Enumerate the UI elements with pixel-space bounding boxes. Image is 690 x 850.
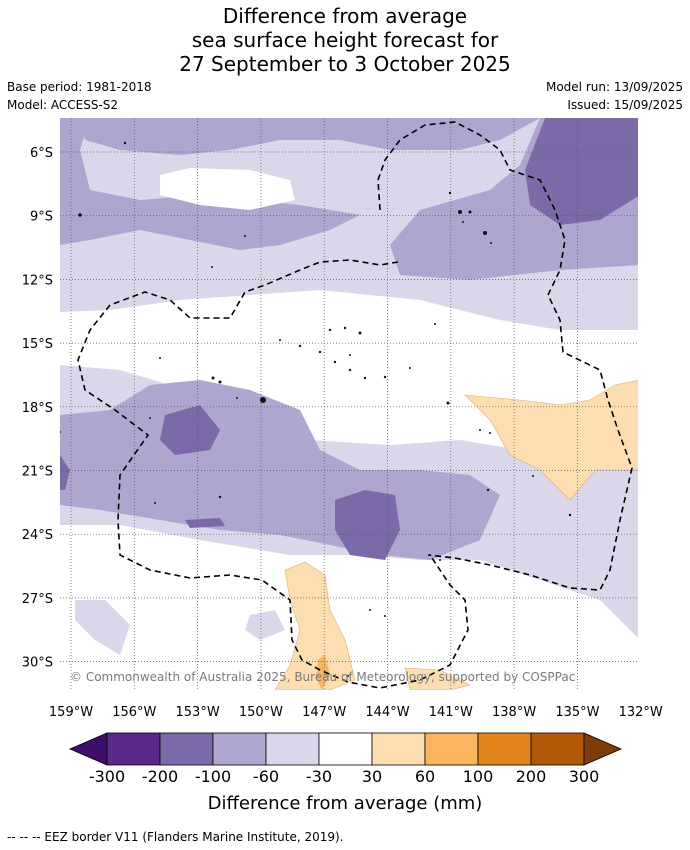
- lon-tick-label: 135°W: [555, 705, 599, 720]
- lon-tick-label: 156°W: [112, 705, 156, 720]
- longitude-labels: 159°W 156°W 153°W 150°W 147°W 144°W 141°W 138°W…: [49, 705, 663, 720]
- lon-tick-label: 153°W: [176, 705, 220, 720]
- colorbar-extend-low: [68, 732, 108, 766]
- lon-tick-label: 150°W: [239, 705, 283, 720]
- meta-right: Model run: 13/09/2025 Issued: 15/09/2025: [546, 78, 683, 114]
- islands: [60, 141, 572, 677]
- colorbar-tick-label: -200: [142, 767, 178, 786]
- colorbar-swatch: [318, 732, 373, 766]
- colorbar-tick-label: -100: [195, 767, 231, 786]
- meta-left: Base period: 1981-2018 Model: ACCESS-S2: [7, 78, 152, 114]
- lat-tick-label: 21°S: [22, 465, 53, 480]
- colorbar-tick-label: 300: [569, 767, 600, 786]
- zone-pos-30-60-south: [274, 561, 356, 690]
- colorbar-tick-label: 60: [415, 767, 435, 786]
- model-name: Model: ACCESS-S2: [7, 98, 119, 112]
- colorbar-tick-label: -60: [253, 767, 279, 786]
- zone-neg-100-200-sliver: [185, 518, 225, 528]
- lat-tick-label: 15°S: [22, 337, 53, 352]
- colorbar-swatch: [212, 732, 267, 766]
- zone-neg-100-200-patch-central: [335, 490, 400, 560]
- latitude-labels: 6°S 9°S 12°S 15°S 18°S 21°S 24°S 27°S 30°S: [22, 146, 53, 671]
- gridlines: [60, 118, 638, 690]
- lon-tick-label: 141°W: [429, 705, 473, 720]
- title-line-2: sea surface height forecast for: [191, 28, 499, 52]
- issued-date: Issued: 15/09/2025: [567, 98, 683, 112]
- lat-tick-label: 18°S: [22, 401, 53, 416]
- zone-neg-60-100-top: [80, 118, 540, 155]
- colorbar-tick-label: 30: [362, 767, 382, 786]
- title-line-1: Difference from average: [222, 4, 468, 28]
- base-period: Base period: 1981-2018: [7, 80, 152, 94]
- colorbar-swatch: [159, 732, 214, 766]
- colorbar-tick-label: 200: [516, 767, 547, 786]
- lat-tick-label: 6°S: [30, 146, 53, 161]
- zone-pos-30-60-southeast: [404, 667, 471, 690]
- colorbar-tick-label: -30: [306, 767, 332, 786]
- footer-note: -- -- -- EEZ border V11 (Flanders Marine…: [7, 830, 344, 844]
- lon-tick-label: 159°W: [49, 705, 93, 720]
- zone-neg-30-60-small: [245, 610, 285, 640]
- colorbar-title: Difference from average (mm): [208, 793, 483, 814]
- colorbar-swatch: [371, 732, 426, 766]
- zone-neg-100-200-northeast: [525, 118, 638, 225]
- copyright-text: © Commonwealth of Australia 2025, Bureau…: [70, 670, 575, 684]
- colorbar-labels: -300 -200 -100 -60 -30 30 60 100 200 300: [89, 767, 599, 786]
- colorbar-swatch: [265, 732, 320, 766]
- colorbar-swatch: [530, 732, 585, 766]
- lat-tick-label: 9°S: [30, 210, 53, 225]
- lon-tick-label: 132°W: [619, 705, 663, 720]
- lat-tick-label: 27°S: [22, 592, 53, 607]
- anomaly-field: [60, 118, 638, 690]
- zone-pos-30-60-east: [464, 380, 638, 501]
- colorbar: [68, 732, 623, 766]
- colorbar-swatch: [477, 732, 532, 766]
- colorbar-tick-label: 100: [463, 767, 494, 786]
- colorbar-tick-label: -300: [89, 767, 125, 786]
- zone-neg-60-100-northwest: [60, 118, 360, 250]
- lat-tick-label: 24°S: [22, 528, 53, 543]
- colorbar-swatch: [424, 732, 479, 766]
- lat-tick-label: 12°S: [22, 273, 53, 288]
- zone-neg-100-200-edge: [60, 455, 70, 490]
- lon-tick-label: 138°W: [492, 705, 536, 720]
- zone-neg-30-60-southwest: [75, 600, 130, 655]
- title-line-3: 27 September to 3 October 2025: [179, 52, 511, 76]
- lon-tick-label: 144°W: [365, 705, 409, 720]
- lat-tick-label: 30°S: [22, 656, 53, 671]
- colorbar-swatch: [106, 732, 161, 766]
- chart-title: Difference from average sea surface heig…: [0, 4, 690, 76]
- zone-neg-60-100-northeast: [60, 118, 638, 280]
- colorbar-extend-high: [583, 732, 623, 766]
- lon-tick-label: 147°W: [302, 705, 346, 720]
- model-run: Model run: 13/09/2025: [545, 80, 683, 94]
- zone-neg-100-200-patch-west: [160, 405, 220, 455]
- zone-pos-60-100-patch: [316, 655, 330, 690]
- eez-borders: [77, 121, 633, 689]
